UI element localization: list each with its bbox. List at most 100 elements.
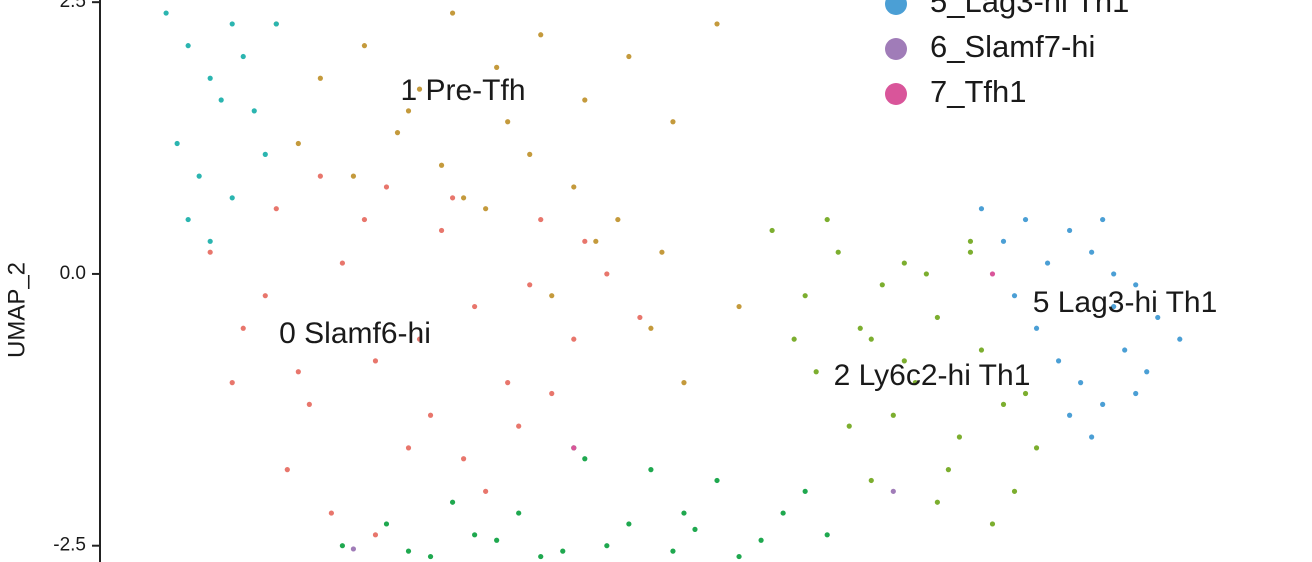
y-tick-label: 0.0 (60, 263, 86, 284)
legend-swatch (885, 83, 907, 105)
point (604, 543, 610, 549)
point (989, 271, 996, 277)
point (1133, 390, 1139, 397)
point (824, 216, 830, 223)
point (438, 227, 445, 234)
point (472, 532, 478, 538)
point (461, 456, 467, 462)
point (670, 119, 676, 125)
point (449, 10, 456, 16)
point (416, 86, 423, 92)
point (306, 401, 312, 407)
cluster-label: 5 Lag3-hi Th1 (1033, 286, 1218, 319)
point (240, 53, 246, 60)
point (934, 499, 940, 505)
point (185, 216, 191, 223)
point (361, 43, 368, 49)
point (802, 293, 808, 299)
point (791, 336, 797, 342)
point (229, 380, 235, 386)
point (284, 467, 290, 473)
point (1100, 401, 1106, 407)
point (516, 510, 522, 516)
point (229, 195, 235, 201)
point (196, 173, 202, 179)
point (934, 314, 940, 321)
point (229, 21, 235, 27)
point (295, 140, 301, 147)
point (549, 390, 555, 397)
point (956, 434, 963, 440)
legend-swatch (885, 38, 907, 60)
point (251, 108, 257, 114)
point (890, 412, 896, 418)
point (427, 553, 434, 560)
point (978, 206, 985, 212)
point (923, 271, 929, 277)
legend-swatch (885, 0, 907, 15)
point (670, 548, 676, 554)
point (494, 64, 500, 70)
point (659, 249, 665, 255)
point (835, 249, 841, 255)
point (350, 173, 357, 179)
cluster-label: 1 Pre-Tfh (400, 74, 525, 107)
point (648, 467, 654, 473)
legend-label: 7_Tfh1 (930, 74, 1027, 109)
point (714, 477, 720, 484)
point (1177, 336, 1183, 342)
y-tick-label: -2.5 (53, 535, 86, 556)
point (1022, 390, 1029, 397)
point (549, 293, 555, 299)
point (1055, 358, 1062, 364)
point (163, 10, 169, 16)
point (846, 423, 852, 429)
point (1011, 488, 1018, 494)
point (538, 32, 544, 38)
point (1100, 216, 1106, 223)
point (405, 108, 412, 114)
point (538, 553, 544, 560)
point (593, 238, 599, 244)
point (681, 510, 687, 516)
point (1111, 271, 1117, 277)
point (1033, 325, 1040, 331)
point (780, 510, 786, 516)
point (394, 130, 401, 136)
point (1111, 303, 1117, 310)
point (912, 380, 918, 386)
point (1122, 347, 1128, 353)
point (681, 380, 687, 386)
y-tick-label: 2.5 (60, 0, 86, 12)
legend-label: 5_Lag3-hi Th1 (930, 0, 1129, 19)
point (1011, 293, 1018, 299)
point (1078, 380, 1084, 386)
point (1000, 238, 1007, 244)
point (901, 358, 907, 364)
point (262, 151, 268, 157)
y-axis-label: UMAP_2 (3, 262, 30, 358)
point (615, 216, 621, 223)
point (978, 347, 985, 353)
point (427, 412, 434, 418)
point (317, 173, 323, 179)
point (1144, 369, 1150, 375)
point (879, 282, 885, 288)
point (1033, 445, 1040, 451)
point (494, 537, 500, 543)
point (273, 21, 279, 27)
point (890, 488, 896, 494)
point (350, 546, 357, 552)
point (714, 21, 720, 27)
point (626, 521, 632, 527)
cluster-label: 2 Ly6c2-hi Th1 (834, 359, 1031, 392)
point (1067, 227, 1073, 234)
point (769, 227, 775, 234)
point (527, 282, 533, 288)
point (383, 184, 390, 190)
point (802, 488, 808, 494)
point (571, 184, 577, 190)
point (185, 43, 191, 49)
point (604, 271, 610, 277)
